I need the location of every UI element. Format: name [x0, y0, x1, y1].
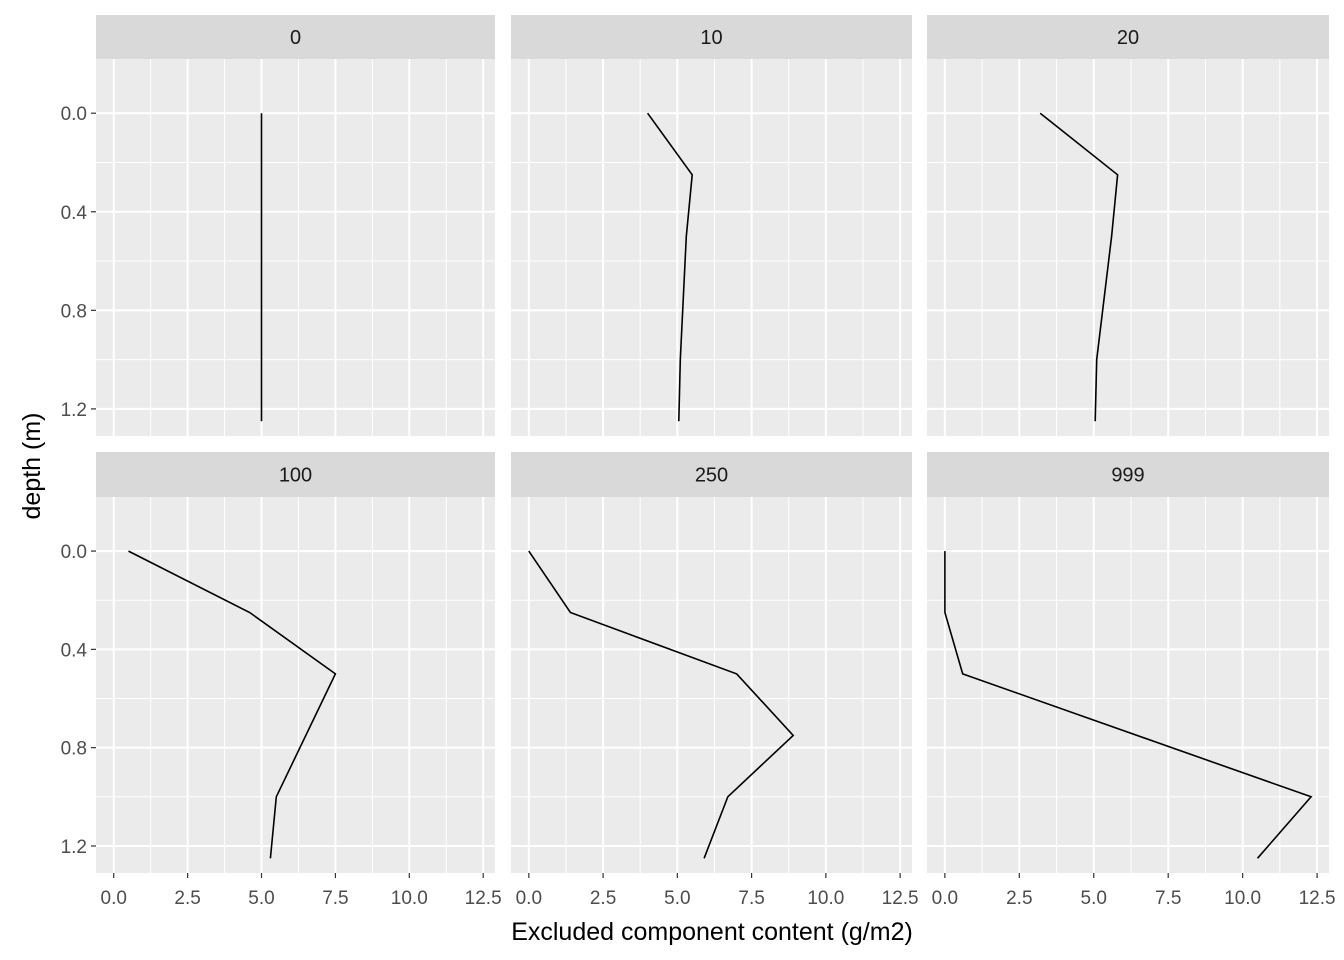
y-tick-label: 1.2: [61, 837, 87, 858]
facet-panel-20: 20: [927, 15, 1329, 436]
series-line-20: [1039, 112, 1119, 422]
facet-strip-label: 250: [695, 465, 728, 487]
facet-strip-label: 20: [1117, 27, 1139, 49]
x-tick-label: 12.5: [882, 888, 919, 909]
facet-strip-label: 999: [1111, 465, 1144, 487]
x-tick-label: 2.5: [590, 888, 616, 909]
facet-strip: [511, 452, 912, 497]
x-tick-label: 7.5: [1155, 888, 1181, 909]
series-line-100: [128, 550, 337, 859]
y-tick-label: 1.2: [61, 400, 87, 421]
y-tick-label: 0.8: [61, 301, 87, 322]
y-tick-label: 0.4: [61, 203, 88, 224]
series-line-999: [944, 551, 1313, 859]
facet-strip-label: 0: [290, 27, 301, 49]
x-tick-label: 0.0: [932, 888, 958, 909]
y-tick-label: 0.8: [61, 739, 87, 760]
facet-panel-100: 100 0.0 0.4 0.8 1.2 0.0 2.5 5.0 7.5 10.0 12.5: [61, 452, 502, 909]
x-tick-label: 5.0: [1081, 888, 1107, 909]
x-tick-label: 10.0: [391, 888, 428, 909]
facet-panel-999: 999 0.0 2.5 5.0 7.5 10.0 12.5: [927, 452, 1336, 909]
panel-background: [927, 497, 1329, 873]
x-tick-label: 5.0: [664, 888, 690, 909]
x-tick-label: 5.0: [248, 888, 274, 909]
x-axis-title: Excluded component content (g/m2): [511, 918, 913, 946]
x-tick-label: 2.5: [174, 888, 200, 909]
x-tick-label: 0.0: [516, 888, 542, 909]
x-tick-label: 10.0: [807, 888, 844, 909]
x-tick-label: 7.5: [738, 888, 764, 909]
panel-background: [927, 59, 1329, 436]
panel-background: [511, 59, 912, 436]
x-tick-label: 0.0: [101, 888, 127, 909]
x-tick-label: 7.5: [322, 888, 348, 909]
facet-panel-10: 10: [511, 15, 912, 436]
x-tick-label: 12.5: [465, 888, 502, 909]
facet-strip-label: 100: [279, 465, 312, 487]
facet-strip: [96, 15, 495, 59]
series-line-250: [528, 550, 795, 859]
facet-strip: [927, 452, 1329, 497]
facet-panel-0: 0 0.0 0.4 0.8 1.2: [61, 15, 495, 436]
y-tick-label: 0.0: [61, 542, 87, 563]
panel-background: [96, 59, 495, 436]
x-tick-label: 10.0: [1224, 888, 1261, 909]
facet-strip-label: 10: [700, 27, 722, 49]
x-tick-label: 2.5: [1006, 888, 1032, 909]
panel-background: [96, 497, 495, 873]
series-line-10: [646, 112, 694, 422]
y-axis-title: depth (m): [18, 413, 46, 520]
facet-panel-250: 250 0.0 2.5 5.0 7.5 10.0 12.5: [511, 452, 919, 909]
facet-strip: [511, 15, 912, 59]
facet-strip: [96, 452, 495, 497]
panel-background: [511, 497, 912, 873]
facet-strip: [927, 15, 1329, 59]
y-tick-label: 0.0: [61, 104, 87, 125]
x-tick-label: 12.5: [1299, 888, 1336, 909]
y-tick-label: 0.4: [61, 640, 88, 661]
